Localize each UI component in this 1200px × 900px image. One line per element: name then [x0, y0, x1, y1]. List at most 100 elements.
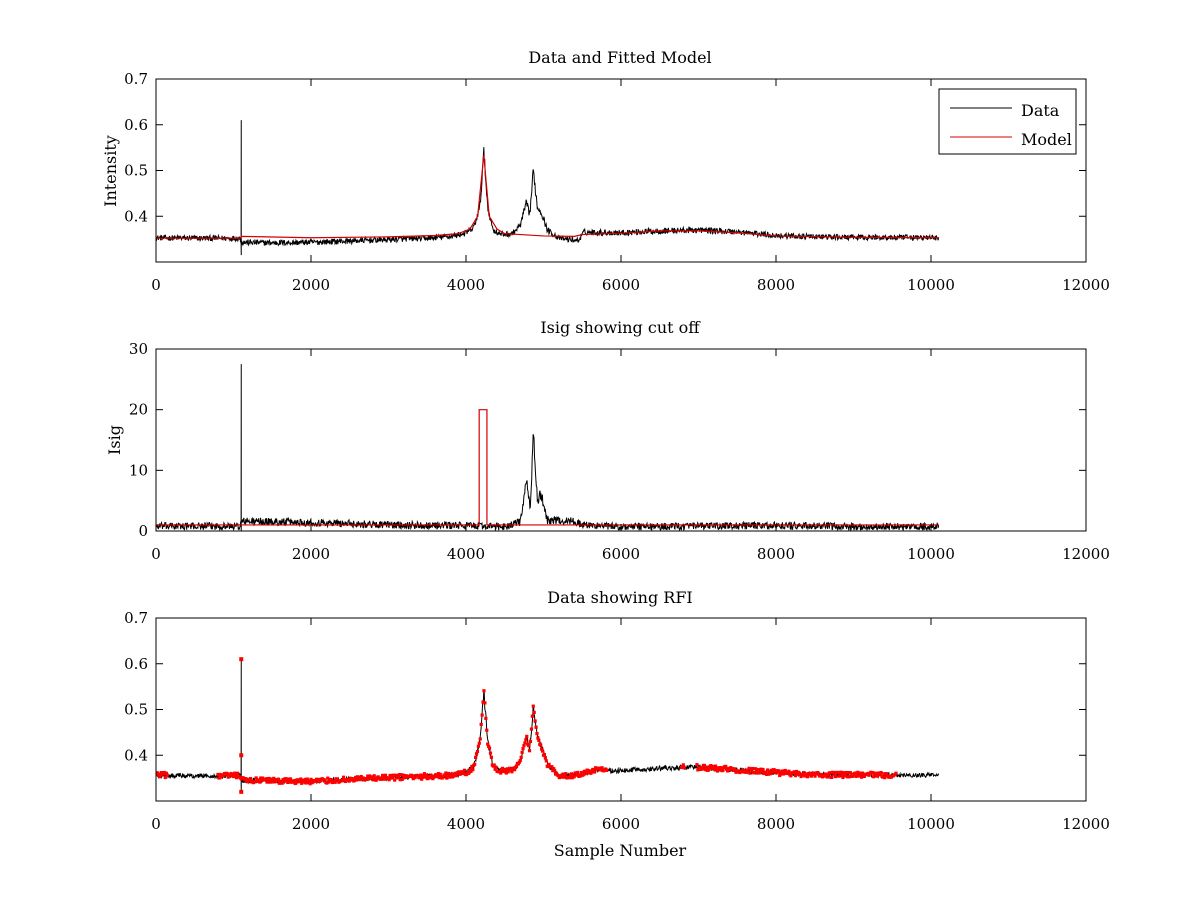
rfi-point — [489, 755, 494, 759]
rfi-point — [326, 776, 330, 780]
rfi-point — [848, 771, 852, 775]
rfi-point — [492, 763, 496, 767]
plot-area — [156, 120, 940, 256]
rfi-point — [158, 775, 162, 779]
rfi-point — [276, 777, 281, 781]
x-tick-label: 12000 — [1062, 815, 1110, 833]
rfi-point — [748, 771, 752, 775]
plot-area — [156, 364, 940, 531]
rfi-point — [519, 755, 523, 759]
rfi-point — [365, 777, 369, 782]
rfi-point — [329, 778, 334, 782]
rfi-point — [467, 771, 471, 775]
rfi-point — [477, 741, 481, 745]
rfi-point — [523, 741, 527, 745]
rfi-point — [303, 777, 308, 782]
rfi-point — [493, 767, 497, 771]
rfi-point — [294, 781, 298, 785]
rfi-point — [783, 768, 787, 773]
rfi-point — [281, 778, 285, 782]
rfi-point — [239, 753, 244, 758]
rfi-point — [478, 737, 482, 741]
rfi-point — [586, 770, 590, 775]
rfi-point — [836, 770, 840, 775]
rfi-point — [500, 766, 505, 770]
rfi-point — [314, 777, 319, 781]
rfi-point — [375, 777, 379, 781]
rfi-point — [534, 725, 538, 729]
series-model-line — [156, 155, 939, 239]
rfi-point — [441, 775, 445, 779]
rfi-point — [514, 764, 519, 768]
rfi-point — [808, 771, 813, 775]
rfi-point — [858, 774, 862, 778]
rfi-point — [579, 774, 583, 778]
rfi-point — [786, 771, 790, 776]
rfi-point — [391, 775, 395, 780]
rfi-point — [370, 775, 374, 779]
rfi-point — [393, 778, 397, 782]
x-tick-label: 10000 — [907, 276, 955, 294]
rfi-point — [576, 770, 580, 775]
axes-frame — [155, 617, 1087, 802]
rfi-point — [774, 771, 778, 775]
rfi-point — [221, 774, 226, 778]
rfi-point — [753, 770, 757, 775]
rfi-point — [713, 764, 718, 768]
rfi-point — [513, 768, 517, 772]
x-tick-label: 4000 — [447, 276, 485, 294]
series-isig-line — [156, 364, 940, 531]
rfi-point — [494, 765, 498, 769]
y-tick-label: 0.6 — [124, 116, 148, 134]
y-tick-label: 0.5 — [124, 162, 148, 180]
rfi-point — [429, 773, 433, 777]
chart-title: Isig showing cut off — [540, 318, 701, 337]
rfi-point — [727, 768, 732, 772]
rfi-point — [469, 769, 473, 774]
rfi-point — [552, 767, 556, 771]
rfi-point — [696, 768, 700, 772]
rfi-point — [269, 777, 273, 781]
rfi-point — [264, 777, 268, 781]
rfi-point — [777, 769, 781, 773]
rfi-point — [681, 763, 685, 767]
rfi-point — [680, 765, 684, 769]
rfi-point — [806, 775, 810, 779]
rfi-point — [444, 771, 448, 775]
rfi-point — [416, 774, 420, 778]
rfi-point — [487, 746, 492, 750]
rfi-point — [470, 764, 474, 769]
rfi-point — [522, 743, 526, 748]
rfi-point — [307, 779, 311, 784]
rfi-point — [342, 778, 347, 782]
rfi-point — [510, 770, 514, 774]
rfi-point — [553, 769, 557, 773]
x-tick-label: 10000 — [907, 815, 955, 833]
rfi-point — [747, 766, 751, 770]
rfi-point — [487, 744, 491, 748]
rfi-point — [885, 772, 889, 776]
rfi-point — [862, 774, 866, 779]
rfi-point — [760, 769, 764, 774]
rfi-point — [802, 771, 806, 775]
y-tick-label: 0.5 — [124, 701, 148, 719]
rfi-point — [540, 747, 544, 751]
rfi-point — [401, 773, 405, 777]
x-tick-label: 6000 — [602, 815, 640, 833]
rfi-point — [499, 771, 503, 775]
rfi-point — [309, 777, 313, 781]
rfi-point — [580, 770, 584, 775]
rfi-point — [462, 768, 467, 772]
rfi-point — [288, 777, 293, 781]
rfi-point — [798, 772, 802, 777]
rfi-point — [253, 780, 257, 784]
rfi-point — [794, 769, 799, 774]
rfi-point — [564, 772, 568, 776]
rfi-point — [809, 774, 813, 778]
rfi-point — [528, 739, 533, 744]
rfi-point — [367, 774, 372, 778]
rfi-point — [745, 768, 749, 772]
rfi-point — [525, 734, 529, 738]
rfi-point — [859, 775, 864, 779]
y-tick-label: 0.4 — [124, 746, 148, 764]
